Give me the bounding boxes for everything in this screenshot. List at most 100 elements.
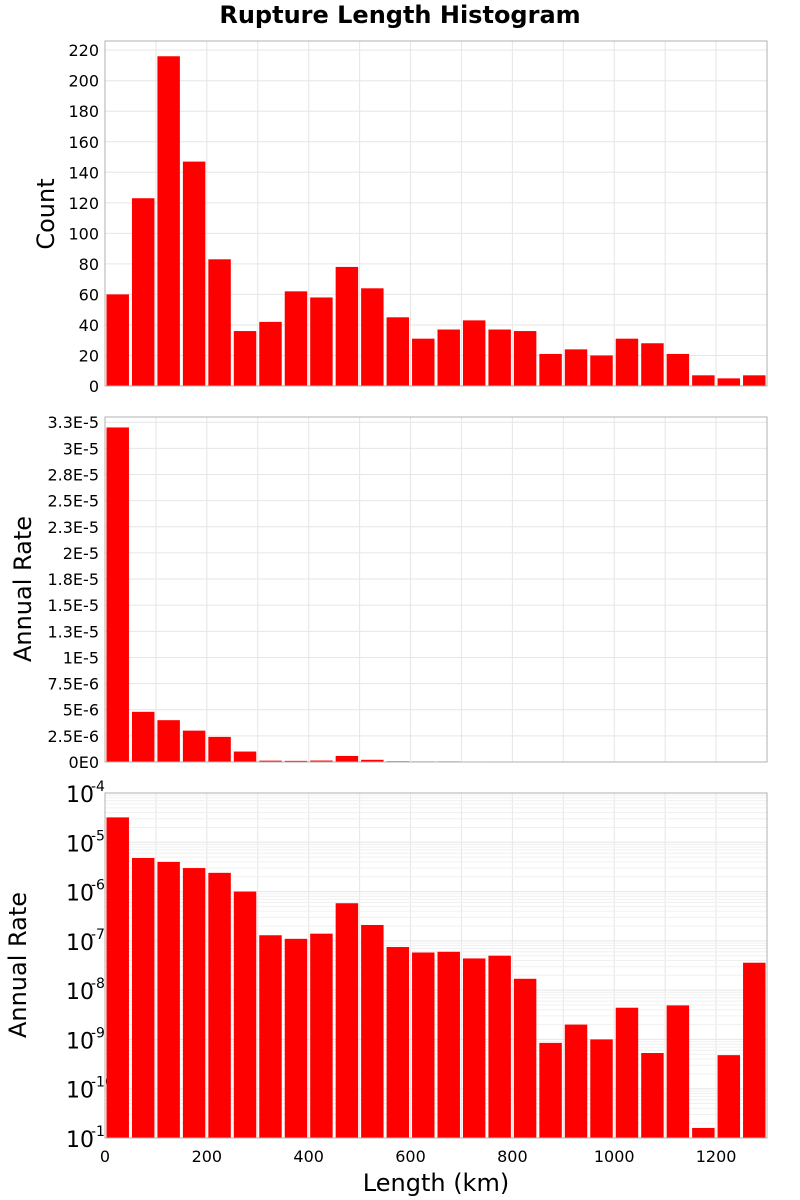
- histogram-bar: [717, 1055, 741, 1138]
- histogram-bar: [462, 320, 486, 386]
- plot-frame: [104, 40, 768, 387]
- histogram-bar: [259, 321, 282, 386]
- histogram-bar: [284, 760, 308, 762]
- histogram-bar: [539, 1042, 562, 1138]
- annual-rate-linear-panel: Annual Rate 0E0 2.5E-6 5E-6 7.5E-6 1E-5 1.3E-…: [9, 413, 768, 772]
- histogram-bar: [335, 755, 359, 762]
- count-y-axis-title: Count: [32, 178, 60, 249]
- y-tick-label: 40: [79, 316, 99, 335]
- histogram-bar: [488, 955, 511, 1138]
- y-tick-label: 80: [79, 255, 99, 274]
- histogram-bar: [310, 760, 333, 762]
- y-tick-label: 1.3E-5: [47, 622, 99, 641]
- y-tick-label: 2.5E-6: [47, 727, 99, 746]
- histogram-bar: [284, 291, 308, 386]
- histogram-bar: [361, 924, 384, 1138]
- rate-log-y-axis-title: Annual Rate: [4, 892, 32, 1038]
- y-tick-label: 2.5E-5: [47, 492, 99, 511]
- histogram-bar: [157, 56, 180, 386]
- histogram-bar: [208, 259, 231, 386]
- histogram-bar: [462, 958, 486, 1138]
- y-tick-label: 220: [68, 41, 99, 60]
- histogram-bar: [564, 1024, 588, 1138]
- histogram-bar: [310, 933, 333, 1138]
- histogram-bar: [310, 297, 333, 386]
- histogram-bar: [157, 720, 180, 762]
- x-tick-label: 0: [100, 1147, 110, 1166]
- histogram-bar: [131, 198, 155, 386]
- y-tick-label: 3E-5: [63, 439, 99, 458]
- histogram-bar: [157, 861, 180, 1138]
- y-tick-label: 0: [89, 377, 99, 396]
- y-tick-label: 100: [68, 224, 99, 243]
- histogram-bar: [182, 161, 206, 386]
- x-tick-label: 400: [293, 1147, 324, 1166]
- x-tick-label: 800: [497, 1147, 528, 1166]
- y-tick-label: 140: [68, 163, 99, 182]
- histogram-bar: [182, 730, 206, 762]
- histogram-bar: [233, 331, 257, 386]
- histogram-bar: [284, 938, 308, 1138]
- y-tick-label: 2.3E-5: [47, 518, 99, 537]
- histogram-bar: [182, 868, 206, 1138]
- y-tick-label-base: 10: [66, 882, 94, 907]
- histogram-bar: [233, 751, 257, 762]
- histogram-bar: [412, 952, 435, 1138]
- histogram-bar: [437, 951, 460, 1138]
- x-tick-label: 200: [192, 1147, 223, 1166]
- y-tick-label: 0E0: [69, 753, 99, 772]
- histogram-bar: [743, 962, 766, 1138]
- histogram-bar: [488, 329, 511, 386]
- y-tick-label: 200: [68, 72, 99, 91]
- y-tick-label-base: 10: [66, 783, 94, 808]
- histogram-bar: [564, 349, 588, 386]
- histogram-bar: [233, 891, 257, 1138]
- y-tick-label: 2E-5: [63, 544, 99, 563]
- annual-rate-log-panel: Annual Rate Length (km) 10-1110-1010-910…: [4, 779, 768, 1197]
- x-tick-label: 600: [395, 1147, 426, 1166]
- histogram-bar: [692, 1127, 715, 1138]
- y-tick-label: 3.3E-5: [47, 413, 99, 432]
- histogram-bar: [513, 978, 537, 1138]
- y-tick-label-base: 10: [66, 1079, 94, 1104]
- histogram-bar: [131, 857, 155, 1138]
- y-tick-label: 20: [79, 346, 99, 365]
- histogram-bar: [539, 353, 562, 386]
- y-tick-label: 2.8E-5: [47, 466, 99, 485]
- histogram-bar: [437, 329, 460, 386]
- y-tick-label-base: 10: [66, 1029, 94, 1054]
- y-tick-label-exponent: -8: [91, 976, 105, 992]
- y-tick-label-base: 10: [66, 832, 94, 857]
- histogram-bar: [641, 1053, 664, 1138]
- histogram-bar: [666, 1005, 690, 1138]
- y-tick-label-exponent: -5: [91, 828, 105, 844]
- histogram-bar: [692, 375, 715, 386]
- x-tick-label: 1200: [696, 1147, 737, 1166]
- histogram-bar: [335, 266, 359, 386]
- histogram-bar: [615, 338, 639, 386]
- histogram-bar: [513, 331, 537, 386]
- y-tick-label: 1E-5: [63, 648, 99, 667]
- y-tick-label-base: 10: [66, 1128, 94, 1153]
- histogram-bar: [361, 759, 384, 762]
- plot-frame: [104, 416, 768, 763]
- histogram-bar: [106, 427, 129, 762]
- histogram-bar: [208, 736, 231, 762]
- histogram-bar: [208, 872, 231, 1138]
- y-tick-label: 5E-6: [63, 701, 99, 720]
- y-tick-label: 160: [68, 133, 99, 152]
- y-tick-label: 1.8E-5: [47, 570, 99, 589]
- y-tick-label: 180: [68, 102, 99, 121]
- histogram-bar: [131, 711, 155, 762]
- histogram-bar: [666, 353, 690, 386]
- y-tick-label: 7.5E-6: [47, 675, 99, 694]
- histogram-bar: [590, 1039, 613, 1138]
- histogram-bar: [386, 947, 410, 1138]
- histogram-bar: [361, 288, 384, 386]
- y-tick-label: 60: [79, 285, 99, 304]
- histogram-bar: [412, 338, 435, 386]
- y-tick-label-exponent: -9: [91, 1025, 105, 1041]
- histogram-bar: [743, 375, 766, 386]
- histogram-bar: [717, 378, 741, 386]
